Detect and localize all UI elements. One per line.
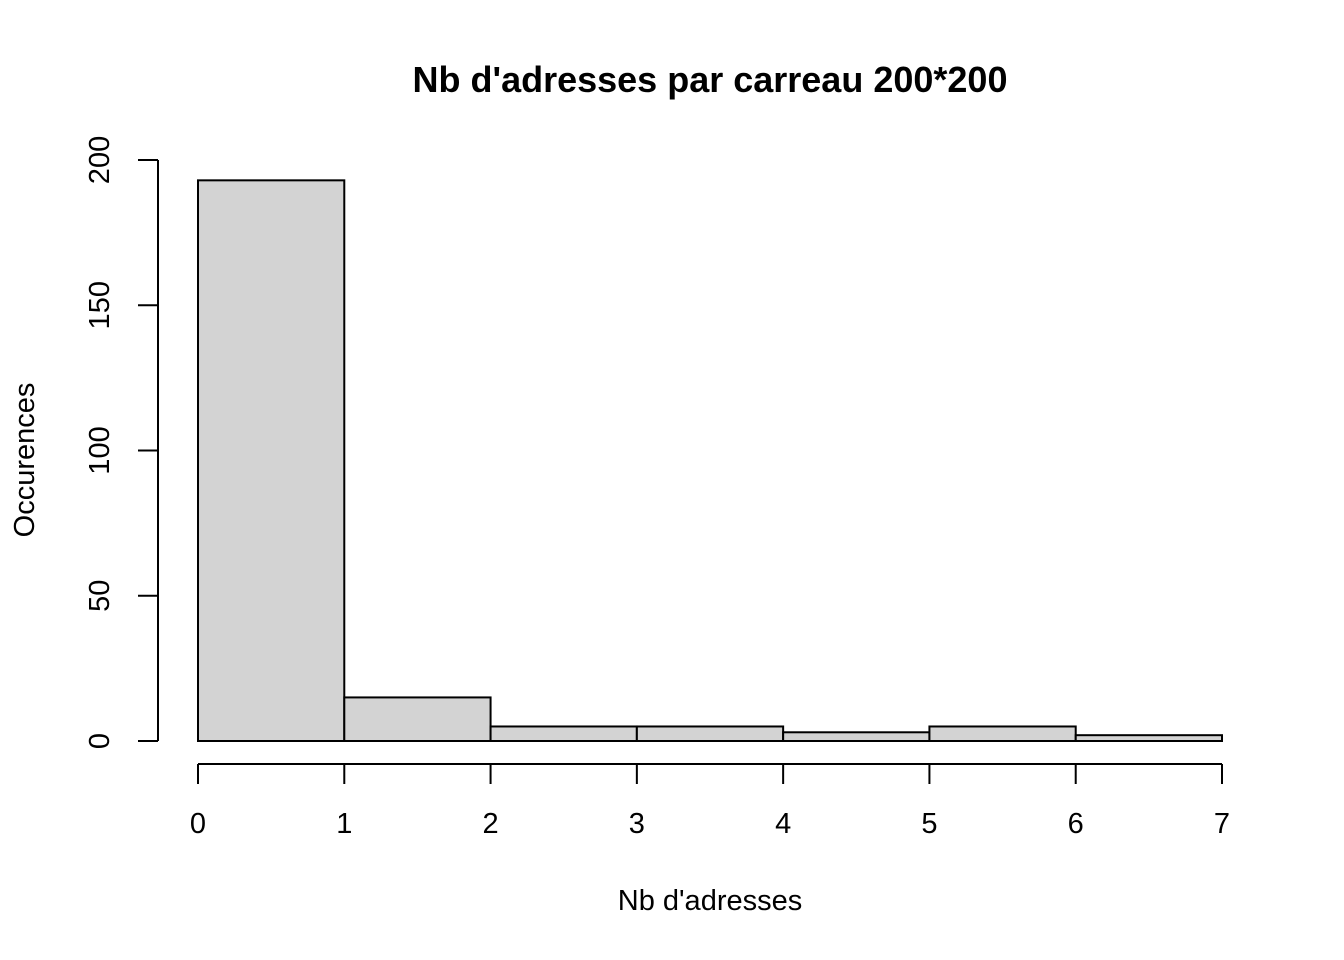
x-tick-label: 2 xyxy=(483,808,499,840)
y-tick-label: 50 xyxy=(84,580,116,612)
y-axis-label: Occurences xyxy=(9,383,41,538)
histogram-bar xyxy=(1074,734,1223,743)
x-tick-label: 0 xyxy=(190,808,206,840)
histogram-bar xyxy=(343,696,492,742)
x-tick-label: 7 xyxy=(1214,808,1230,840)
x-tick-label: 4 xyxy=(775,808,791,840)
y-tick-label: 200 xyxy=(84,136,116,184)
y-tick-label: 150 xyxy=(84,281,116,329)
histogram-bar xyxy=(489,725,638,742)
y-tick-label: 100 xyxy=(84,426,116,474)
x-tick-label: 5 xyxy=(921,808,937,840)
chart-title: Nb d'adresses par carreau 200*200 xyxy=(413,59,1008,100)
x-tick-label: 1 xyxy=(336,808,352,840)
histogram-bar xyxy=(928,725,1077,742)
x-tick-label: 6 xyxy=(1068,808,1084,840)
histogram-bar xyxy=(197,179,346,742)
y-tick-label: 0 xyxy=(84,733,116,749)
y-axis: 0 50 100 150 200 xyxy=(84,136,159,749)
x-axis-label: Nb d'adresses xyxy=(618,885,802,917)
x-tick-label: 3 xyxy=(629,808,645,840)
histogram-bar xyxy=(782,731,931,742)
histogram-bar xyxy=(635,725,785,742)
bars-group xyxy=(197,179,1223,743)
x-axis: 0 1 2 3 4 5 6 7 xyxy=(190,763,1230,840)
